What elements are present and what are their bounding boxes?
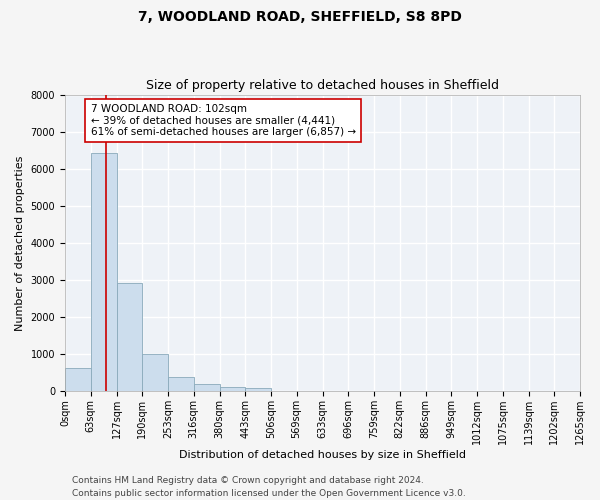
Text: Contains HM Land Registry data © Crown copyright and database right 2024.
Contai: Contains HM Land Registry data © Crown c… bbox=[72, 476, 466, 498]
Title: Size of property relative to detached houses in Sheffield: Size of property relative to detached ho… bbox=[146, 79, 499, 92]
Bar bbox=[116, 283, 142, 392]
Text: 7 WOODLAND ROAD: 102sqm
← 39% of detached houses are smaller (4,441)
61% of semi: 7 WOODLAND ROAD: 102sqm ← 39% of detache… bbox=[91, 104, 356, 137]
Bar bbox=[220, 387, 245, 392]
Bar bbox=[65, 368, 91, 392]
Bar bbox=[142, 354, 168, 392]
Bar bbox=[168, 377, 194, 392]
Bar bbox=[91, 153, 116, 392]
Text: 7, WOODLAND ROAD, SHEFFIELD, S8 8PD: 7, WOODLAND ROAD, SHEFFIELD, S8 8PD bbox=[138, 10, 462, 24]
Y-axis label: Number of detached properties: Number of detached properties bbox=[15, 155, 25, 330]
X-axis label: Distribution of detached houses by size in Sheffield: Distribution of detached houses by size … bbox=[179, 450, 466, 460]
Bar bbox=[194, 384, 220, 392]
Bar bbox=[245, 388, 271, 392]
